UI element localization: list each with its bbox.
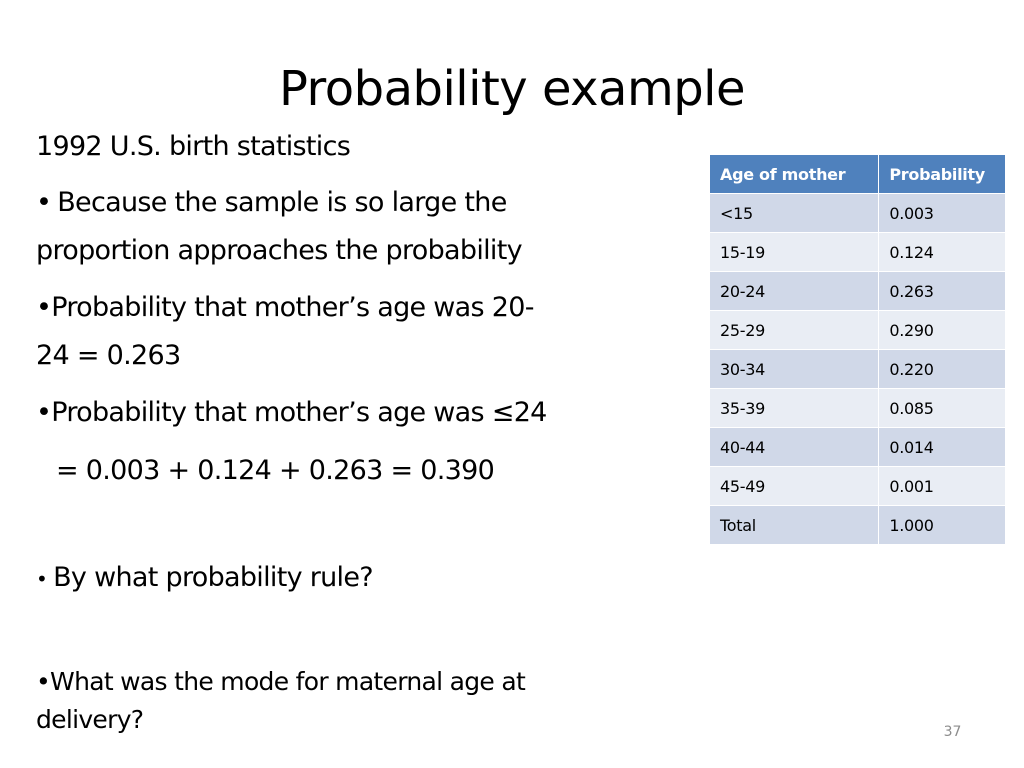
probability-cell: 0.014 [878, 427, 1006, 467]
probability-cell: 0.085 [878, 388, 1006, 428]
table-row: 30-34 0.220 [708, 349, 1006, 389]
table-row: 35-39 0.085 [708, 388, 1006, 428]
bullet-probability-20-24-line2: 24 = 0.263 [36, 340, 181, 371]
bullet-probability-20-24: •Probability that mother’s age was 20- [36, 292, 534, 324]
table-row: 20-24 0.263 [708, 271, 1006, 311]
table-row: 40-44 0.014 [708, 427, 1006, 467]
table-row: 45-49 0.001 [708, 466, 1006, 506]
probability-cell: 1.000 [878, 505, 1006, 545]
probability-cell: 0.124 [878, 232, 1006, 272]
bullet-text-line1: Probability that mother’s age was ≤24 [51, 397, 547, 428]
table-header-row: Age of mother Probability [708, 154, 1006, 194]
page-number: 37 [943, 724, 962, 740]
age-cell: 20-24 [708, 271, 880, 311]
bullet-glyph: • [36, 667, 51, 696]
table-row: <15 0.003 [708, 193, 1006, 233]
probability-cell: 0.001 [878, 466, 1006, 506]
table-row-total: Total 1.000 [708, 505, 1006, 545]
slide-title: Probability example [278, 61, 746, 117]
probability-cell: 0.220 [878, 349, 1006, 389]
bullet-sample-size: • Because the sample is so large the [36, 187, 507, 219]
age-cell: 30-34 [708, 349, 880, 389]
table-row: 25-29 0.290 [708, 310, 1006, 350]
age-cell: 25-29 [708, 310, 880, 350]
probability-cell: 0.290 [878, 310, 1006, 350]
header-probability: Probability [878, 154, 1006, 194]
subtitle-line: 1992 U.S. birth statistics [36, 131, 351, 162]
bullet-text-line1: Probability that mother’s age was 20- [51, 292, 534, 323]
bullet-sample-size-line2: proportion approaches the probability [36, 235, 523, 266]
bullet-glyph: • [36, 567, 48, 591]
bullet-glyph: • [36, 187, 52, 218]
age-cell: Total [708, 505, 880, 545]
age-cell: 15-19 [708, 232, 880, 272]
probability-cell: 0.263 [878, 271, 1006, 311]
sum-equation: = 0.003 + 0.124 + 0.263 = 0.390 [56, 455, 495, 486]
bullet-text-line1: What was the mode for maternal age at [50, 667, 526, 696]
bullet-glyph: • [36, 292, 52, 323]
age-cell: 35-39 [708, 388, 880, 428]
probability-cell: 0.003 [878, 193, 1006, 233]
age-cell: <15 [708, 193, 880, 233]
bullet-glyph: • [36, 397, 52, 428]
bullet-probability-le-24: •Probability that mother’s age was ≤24 [36, 397, 547, 429]
bullet-mode-question: •What was the mode for maternal age at [36, 667, 526, 697]
header-age-of-mother: Age of mother [708, 154, 880, 194]
bullet-text: By what probability rule? [53, 562, 373, 593]
bullet-text-line1: Because the sample is so large the [57, 187, 507, 218]
age-cell: 40-44 [708, 427, 880, 467]
probability-table: Age of mother Probability <15 0.003 15-1… [708, 154, 1006, 545]
bullet-probability-rule: • By what probability rule? [36, 562, 374, 594]
age-cell: 45-49 [708, 466, 880, 506]
table-row: 15-19 0.124 [708, 232, 1006, 272]
bullet-mode-question-line2: delivery? [36, 705, 144, 734]
